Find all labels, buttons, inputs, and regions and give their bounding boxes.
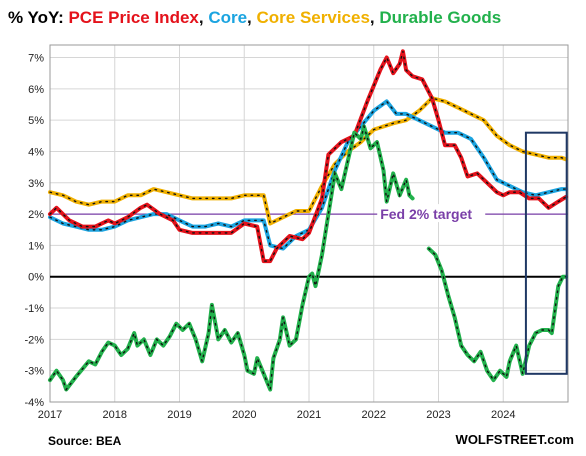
y-tick-label: -3% (24, 366, 44, 378)
y-tick-label: -1% (24, 303, 44, 315)
title-series-3: Core Services (256, 8, 370, 27)
x-tick-label: 2022 (362, 409, 386, 421)
y-tick-label: 3% (28, 178, 44, 190)
title-sep-1: , (198, 8, 209, 27)
source-label: Source: BEA (48, 434, 122, 448)
y-tick-label: -2% (24, 334, 44, 346)
y-tick-label: 7% (28, 53, 44, 65)
x-tick-label: 2017 (38, 409, 62, 421)
y-tick-label: 0% (28, 272, 44, 284)
x-tick-label: 2021 (297, 409, 321, 421)
series-line-pce-price-index (48, 49, 569, 264)
chart-title: % YoY: PCE Price Index, Core, Core Servi… (8, 8, 501, 28)
y-tick-label: 4% (28, 146, 44, 158)
y-tick-label: 6% (28, 84, 44, 96)
title-sep-2: , (247, 8, 257, 27)
x-tick-label: 2019 (167, 409, 191, 421)
fed-target-label: Fed 2% target (380, 206, 472, 222)
series-markers-durable-goods (49, 123, 414, 391)
brand-label: WOLFSTREET.com (455, 432, 574, 447)
title-sep-3: , (369, 8, 380, 27)
fed-target-label-bg (377, 204, 486, 223)
x-tick-label: 2020 (232, 409, 256, 421)
title-series-2: Core (208, 8, 248, 27)
plot-frame (49, 44, 569, 403)
y-tick-label: 5% (28, 115, 44, 127)
series-line-durable-goods (48, 124, 415, 392)
series-markers-core-services (49, 97, 567, 225)
y-tick-label: 2% (28, 209, 44, 221)
series-markers-core (49, 100, 567, 250)
series-markers-durable-goods (428, 247, 567, 382)
title-series-4: Durable Goods (379, 8, 502, 27)
y-tick-label: 1% (28, 240, 44, 252)
series-line-core-services (48, 96, 569, 226)
highlight-box (524, 131, 568, 375)
x-tick-label: 2023 (426, 409, 450, 421)
series-line-durable-goods (426, 246, 569, 383)
x-tick-label: 2024 (491, 409, 515, 421)
title-series-1: PCE Price Index (68, 8, 199, 27)
y-tick-label: -4% (24, 397, 44, 409)
x-tick-label: 2018 (103, 409, 127, 421)
title-prefix: % YoY: (8, 8, 69, 27)
